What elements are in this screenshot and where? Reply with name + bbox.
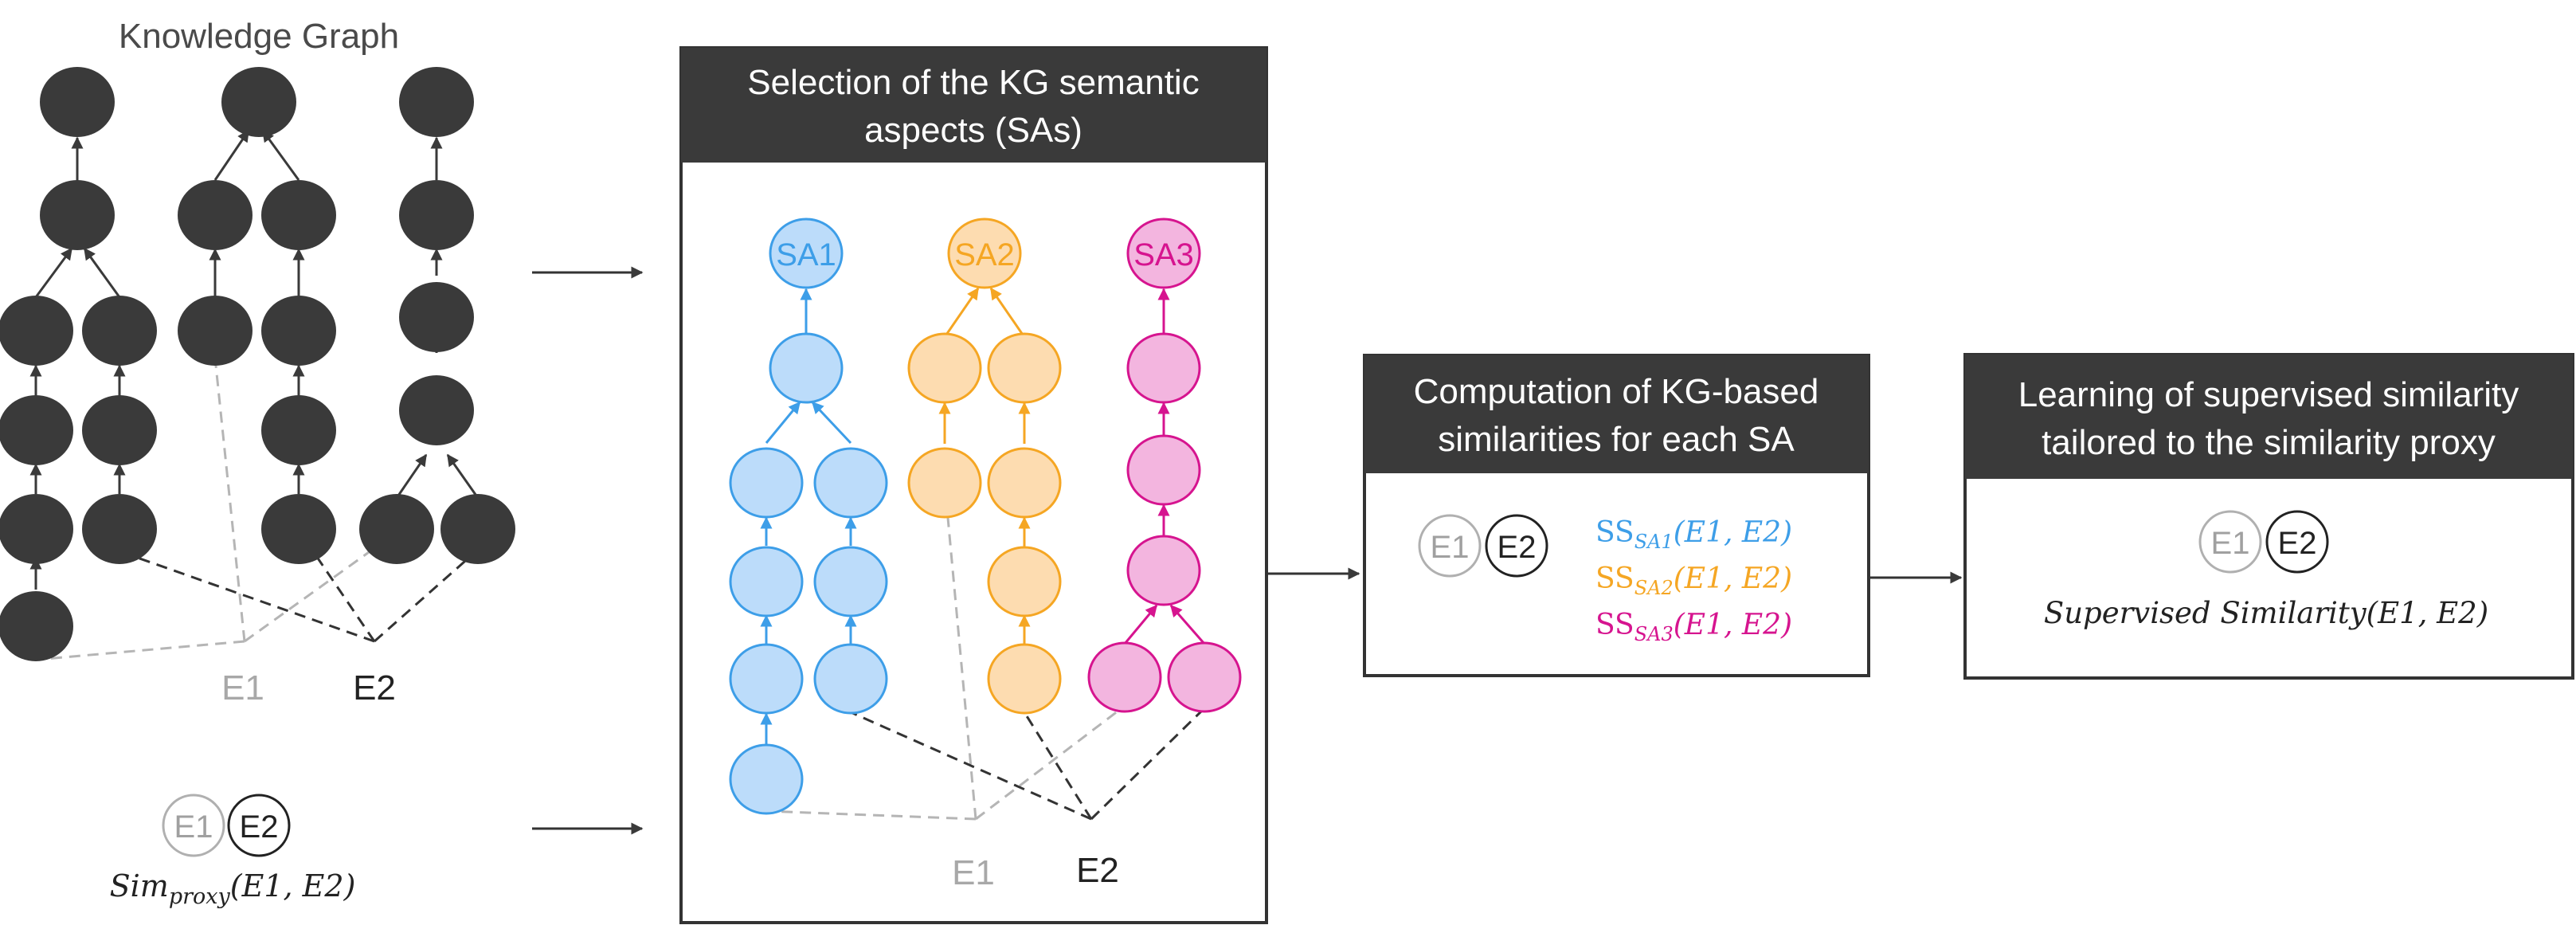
sa2-node bbox=[987, 643, 1062, 715]
sa1-node bbox=[813, 546, 888, 617]
kg-e1-links bbox=[35, 342, 397, 661]
learning-box-header bbox=[1965, 355, 2573, 479]
kg-edges bbox=[29, 129, 480, 590]
kg-node bbox=[40, 67, 115, 137]
sa1-node bbox=[729, 447, 804, 519]
computation-e2-label: E2 bbox=[1497, 530, 1537, 565]
kg-node bbox=[0, 494, 73, 564]
learning-e1-label: E1 bbox=[2211, 526, 2250, 561]
sa1-node bbox=[729, 743, 804, 815]
sa2-node bbox=[907, 447, 982, 519]
sa3-node bbox=[1087, 641, 1162, 713]
sa3-label: SA3 bbox=[1133, 237, 1194, 272]
selection-e1-label: E1 bbox=[952, 853, 995, 892]
sa2-node bbox=[987, 332, 1062, 404]
sa-e1-links bbox=[765, 517, 1126, 821]
kg-node bbox=[359, 494, 434, 564]
computation-box: Computation of KG-based similarities for… bbox=[1363, 354, 1870, 677]
proxy-e2-circle bbox=[227, 794, 291, 857]
kg-node bbox=[40, 180, 115, 250]
sa3-node bbox=[1126, 332, 1201, 404]
sa2-tree: SA2 bbox=[907, 218, 1062, 715]
computation-e2-circle bbox=[1485, 514, 1548, 578]
kg-node bbox=[82, 494, 157, 564]
kg-node bbox=[261, 494, 336, 564]
kg-node bbox=[399, 67, 474, 137]
sa1-node bbox=[813, 643, 888, 715]
selection-box: Selection of the KG semantic aspects (SA… bbox=[679, 46, 1268, 924]
proxy-formula: Simproxy(E1, E2) bbox=[110, 868, 356, 909]
proxy-e2-label: E2 bbox=[240, 809, 279, 845]
sa2-node bbox=[987, 546, 1062, 617]
kg-node bbox=[261, 296, 336, 366]
learning-e2-circle bbox=[2265, 510, 2329, 574]
selection-header-line1: Selection of the KG semantic bbox=[747, 63, 1199, 102]
sa3-node bbox=[1126, 434, 1201, 506]
ss-sa3-formula: SSSA3(E1, E2) bbox=[1595, 609, 1792, 645]
sa1-node bbox=[729, 546, 804, 617]
sa2-label: SA2 bbox=[954, 237, 1015, 272]
kg-nodes bbox=[0, 67, 515, 661]
selection-box-header bbox=[681, 48, 1266, 163]
sa3-root-node bbox=[1126, 218, 1201, 289]
computation-e1-circle bbox=[1418, 514, 1482, 578]
kg-node bbox=[0, 296, 73, 366]
learning-e2-label: E2 bbox=[2278, 526, 2317, 561]
kg-node bbox=[440, 494, 515, 564]
proxy-e1-label: E1 bbox=[174, 809, 213, 845]
sa3-node bbox=[1126, 535, 1201, 606]
kg-node bbox=[178, 180, 253, 250]
learning-header-line1: Learning of supervised similarity bbox=[2018, 375, 2519, 414]
learning-header-line2: tailored to the similarity proxy bbox=[2042, 423, 2496, 462]
learning-box: Learning of supervised similarity tailor… bbox=[1963, 353, 2574, 680]
sa2-node bbox=[907, 332, 982, 404]
supervised-similarity-formula: Supervised Similarity(E1, E2) bbox=[2044, 596, 2488, 630]
kg-node bbox=[399, 375, 474, 445]
sa1-root-node bbox=[769, 218, 844, 289]
similarity-proxy: E1 E2 Simproxy(E1, E2) bbox=[110, 794, 356, 909]
sa1-node bbox=[813, 447, 888, 519]
computation-box-header bbox=[1364, 355, 1869, 473]
computation-header-line1: Computation of KG-based bbox=[1414, 372, 1819, 411]
proxy-e1-circle bbox=[162, 794, 225, 857]
sa1-node bbox=[769, 332, 844, 404]
selection-e2-label: E2 bbox=[1076, 851, 1119, 890]
kg-node bbox=[399, 282, 474, 352]
sa3-node bbox=[1167, 641, 1242, 713]
kg-node bbox=[399, 180, 474, 250]
kg-node bbox=[221, 67, 296, 137]
learning-e1-circle bbox=[2198, 510, 2262, 574]
computation-header-line2: similarities for each SA bbox=[1438, 420, 1795, 459]
sa1-label: SA1 bbox=[776, 237, 836, 272]
sa1-tree: SA1 bbox=[729, 218, 888, 815]
selection-header-line2: aspects (SAs) bbox=[864, 111, 1082, 150]
kg-node bbox=[0, 395, 73, 465]
sa2-node bbox=[987, 447, 1062, 519]
kg-node bbox=[261, 395, 336, 465]
sa1-node bbox=[729, 643, 804, 715]
kg-node bbox=[0, 591, 73, 661]
kg-node bbox=[82, 395, 157, 465]
kg-e2-links bbox=[119, 546, 479, 643]
kg-node bbox=[261, 180, 336, 250]
kg-node bbox=[82, 296, 157, 366]
sa-e2-links bbox=[850, 707, 1206, 821]
ss-sa2-formula: SSSA2(E1, E2) bbox=[1595, 562, 1792, 599]
sa2-root-node bbox=[947, 218, 1022, 289]
ss-sa1-formula: SSSA1(E1, E2) bbox=[1595, 516, 1792, 553]
sa3-tree: SA3 bbox=[1087, 218, 1242, 713]
knowledge-graph: Knowledge Graph bbox=[0, 17, 515, 909]
computation-e1-label: E1 bbox=[1431, 530, 1470, 565]
kg-e2-label: E2 bbox=[353, 668, 396, 707]
kg-title: Knowledge Graph bbox=[119, 17, 399, 56]
kg-e1-label: E1 bbox=[221, 668, 264, 707]
kg-node bbox=[178, 296, 253, 366]
